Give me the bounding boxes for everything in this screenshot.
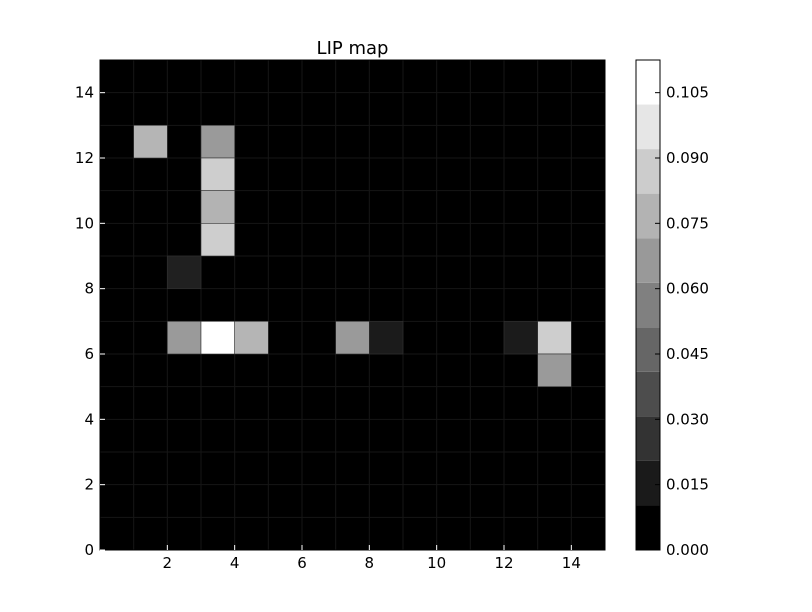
heatmap-cell bbox=[537, 321, 572, 355]
heatmap-cell bbox=[200, 125, 235, 159]
colorbar-tick-label: 0.075 bbox=[666, 214, 709, 232]
colorbar-band bbox=[636, 505, 660, 550]
heatmap-cell bbox=[335, 321, 370, 355]
y-axis: 0 2 4 6 8 10 12 14 bbox=[75, 84, 105, 559]
colorbar-band bbox=[636, 238, 660, 283]
colorbar-band bbox=[636, 416, 660, 461]
heatmap-cell bbox=[503, 321, 538, 355]
x-tick-label: 2 bbox=[163, 554, 173, 572]
heat-cells bbox=[133, 125, 572, 387]
colorbar-band bbox=[636, 460, 660, 506]
x-tick-label: 6 bbox=[297, 554, 307, 572]
heatmap-cell bbox=[167, 255, 202, 289]
colorbar: 0.000 0.015 0.030 0.045 0.060 0.075 0.090 0.105 bbox=[635, 59, 709, 559]
chart-title: LIP map bbox=[317, 38, 389, 59]
colorbar-band bbox=[636, 371, 660, 417]
colorbar-band bbox=[636, 104, 660, 150]
colorbar-band bbox=[636, 282, 660, 328]
colorbar-tick-label: 0.045 bbox=[666, 345, 709, 363]
y-tick-label: 4 bbox=[84, 410, 94, 428]
colorbar-band bbox=[636, 193, 660, 239]
x-tick-label: 4 bbox=[230, 554, 240, 572]
plot-area bbox=[99, 59, 606, 551]
x-tick-label: 14 bbox=[562, 554, 581, 572]
y-tick-label: 14 bbox=[75, 84, 94, 102]
colorbar-bands bbox=[636, 60, 660, 550]
colorbar-band bbox=[636, 60, 660, 105]
colorbar-tick-label: 0.000 bbox=[666, 541, 709, 559]
y-tick-label: 10 bbox=[75, 214, 94, 232]
colorbar-band bbox=[636, 327, 660, 372]
heatmap-cell bbox=[167, 321, 202, 355]
colorbar-frame bbox=[635, 59, 661, 551]
x-tick-label: 8 bbox=[365, 554, 375, 572]
x-tick-label: 12 bbox=[494, 554, 513, 572]
heatmap-cell bbox=[133, 125, 168, 159]
heatmap-cell bbox=[200, 157, 235, 191]
y-tick-label: 12 bbox=[75, 149, 94, 167]
y-tick-label: 2 bbox=[84, 476, 94, 494]
heatmap-cell bbox=[200, 223, 235, 257]
heatmap-cell bbox=[200, 190, 235, 224]
colorbar-tick-label: 0.030 bbox=[666, 410, 709, 428]
x-axis: 2 4 6 8 10 12 14 bbox=[163, 545, 581, 572]
colorbar-band bbox=[636, 149, 660, 194]
heatmap-cell bbox=[369, 321, 404, 355]
y-tick-label: 6 bbox=[84, 345, 94, 363]
y-tick-label: 0 bbox=[84, 541, 94, 559]
colorbar-tick-label: 0.015 bbox=[666, 476, 709, 494]
y-tick-label: 8 bbox=[84, 280, 94, 298]
heatmap-cell bbox=[234, 321, 269, 355]
heatmap-cell bbox=[200, 321, 235, 355]
colorbar-tick-label: 0.090 bbox=[666, 149, 709, 167]
plot-background bbox=[100, 60, 605, 550]
colorbar-ticks: 0.000 0.015 0.030 0.045 0.060 0.075 0.090 0.105 bbox=[655, 84, 709, 559]
x-tick-label: 10 bbox=[427, 554, 446, 572]
colorbar-tick-label: 0.060 bbox=[666, 280, 709, 298]
colorbar-tick-label: 0.105 bbox=[666, 84, 709, 102]
plot-frame bbox=[99, 59, 606, 551]
heatmap-cell bbox=[537, 353, 572, 387]
